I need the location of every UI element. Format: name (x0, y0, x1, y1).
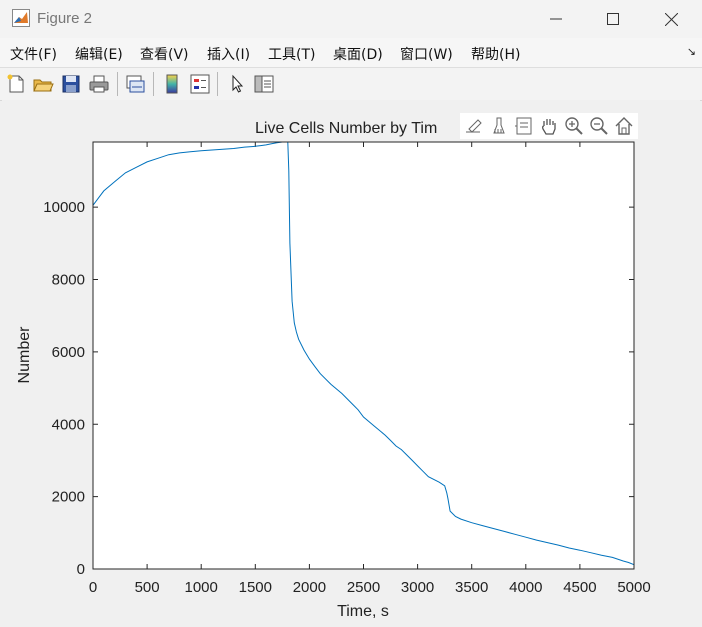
chart-title: Live Cells Number by Tim (255, 120, 437, 137)
x-axis-label: Time, s (337, 603, 389, 620)
zoom-in-icon[interactable] (563, 115, 585, 137)
x-tick-label: 5000 (617, 579, 650, 596)
menu-window[interactable]: 窗口(W) (400, 47, 453, 63)
y-tick-label: 0 (77, 561, 85, 578)
menu-view[interactable]: 查看(V) (140, 47, 189, 63)
save-icon[interactable] (60, 73, 82, 95)
menu-edit[interactable]: 编辑(E) (75, 47, 123, 63)
open-file-icon[interactable] (32, 73, 54, 95)
x-tick-label: 3500 (455, 579, 488, 596)
zoom-out-icon[interactable] (588, 115, 610, 137)
y-tick-labels: 0 2000 4000 6000 8000 10000 (43, 199, 85, 578)
menu-tools[interactable]: 工具(T) (268, 47, 316, 63)
close-icon (664, 12, 678, 26)
x-tick-labels: 0 500 1000 1500 2000 2500 3000 3500 4000 4500 5000 (89, 579, 651, 596)
axes-box (92, 141, 635, 570)
data-line (92, 141, 635, 566)
y-tick-label: 4000 (52, 416, 85, 433)
link-figure-icon[interactable] (124, 73, 146, 95)
x-tick-label: 4000 (509, 579, 542, 596)
x-tick-label: 2500 (347, 579, 380, 596)
menu-file[interactable]: 文件(F) (10, 47, 57, 63)
menu-bar: 文件(F) 编辑(E) 查看(V) 插入(I) 工具(T) 桌面(D) 窗口(W… (0, 38, 702, 67)
x-tick-label: 500 (135, 579, 160, 596)
colorbar-icon[interactable] (161, 73, 183, 95)
print-icon[interactable] (88, 73, 110, 95)
new-figure-icon[interactable] (5, 73, 27, 95)
toolbar-separator (153, 72, 154, 96)
x-tick-label: 4500 (563, 579, 596, 596)
matlab-logo-icon (12, 9, 30, 27)
x-tick-label: 1000 (185, 579, 218, 596)
menu-insert[interactable]: 插入(I) (207, 47, 251, 63)
dock-arrow-icon[interactable]: ↘ (686, 46, 696, 58)
x-tick-label: 0 (89, 579, 97, 596)
y-tick-label: 8000 (52, 272, 85, 289)
menu-help[interactable]: 帮助(H) (471, 47, 521, 63)
home-restore-view-icon[interactable] (613, 115, 635, 137)
axes-toolbar (460, 113, 638, 139)
x-tick-label: 1500 (239, 579, 272, 596)
y-tick-label: 6000 (52, 344, 85, 361)
export-icon[interactable] (463, 115, 485, 137)
y-tick-label: 10000 (43, 199, 85, 216)
minimize-button[interactable] (533, 0, 579, 38)
x-tick-label: 3000 (401, 579, 434, 596)
minimize-icon (550, 18, 562, 20)
y-axis-label: Number (16, 326, 33, 384)
toolbar-separator (117, 72, 118, 96)
toolbar-separator (217, 72, 218, 96)
menu-desktop[interactable]: 桌面(D) (333, 47, 383, 63)
brush-icon[interactable] (488, 115, 510, 137)
pointer-icon[interactable] (226, 73, 248, 95)
y-tick-label: 2000 (52, 489, 85, 506)
plot-area (93, 142, 634, 569)
pan-hand-icon[interactable] (538, 115, 560, 137)
data-tips-icon[interactable] (513, 115, 535, 137)
title-bar: Figure 2 (0, 0, 702, 38)
close-button[interactable] (648, 0, 694, 38)
maximize-icon (607, 13, 619, 25)
property-inspector-icon[interactable] (253, 73, 275, 95)
window-title: Figure 2 (37, 10, 93, 27)
x-tick-label: 2000 (293, 579, 326, 596)
legend-icon[interactable] (189, 73, 211, 95)
maximize-button[interactable] (590, 0, 636, 38)
